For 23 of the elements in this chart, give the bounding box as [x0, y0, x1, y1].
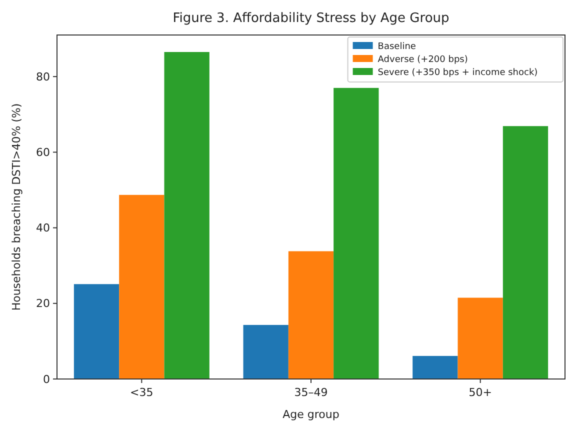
bar [164, 52, 210, 379]
bar [412, 356, 458, 379]
bar [502, 126, 548, 379]
y-axis-title: Households breaching DSTI>40% (%) [10, 103, 23, 311]
bar [119, 194, 164, 379]
legend-label: Severe (+350 bps + income shock) [378, 68, 538, 78]
x-tick-label: 50+ [468, 386, 492, 399]
chart-title: Figure 3. Affordability Stress by Age Group [172, 11, 450, 26]
bar [288, 251, 334, 379]
y-tick-label: 80 [36, 70, 50, 84]
x-tick-label: 35–49 [294, 386, 328, 399]
legend-label: Baseline [378, 42, 416, 52]
y-tick-label: 20 [36, 297, 50, 310]
bar [74, 284, 120, 379]
y-tick-label: 0 [43, 372, 50, 386]
legend-label: Adverse (+200 bps) [378, 55, 468, 66]
x-axis-title: Age group [282, 408, 340, 421]
x-tick-label: <35 [130, 386, 154, 399]
y-tick-label: 60 [36, 146, 50, 160]
bar [243, 324, 288, 379]
bar [458, 298, 503, 379]
y-tick-label: 40 [36, 222, 50, 235]
bar [334, 88, 379, 379]
